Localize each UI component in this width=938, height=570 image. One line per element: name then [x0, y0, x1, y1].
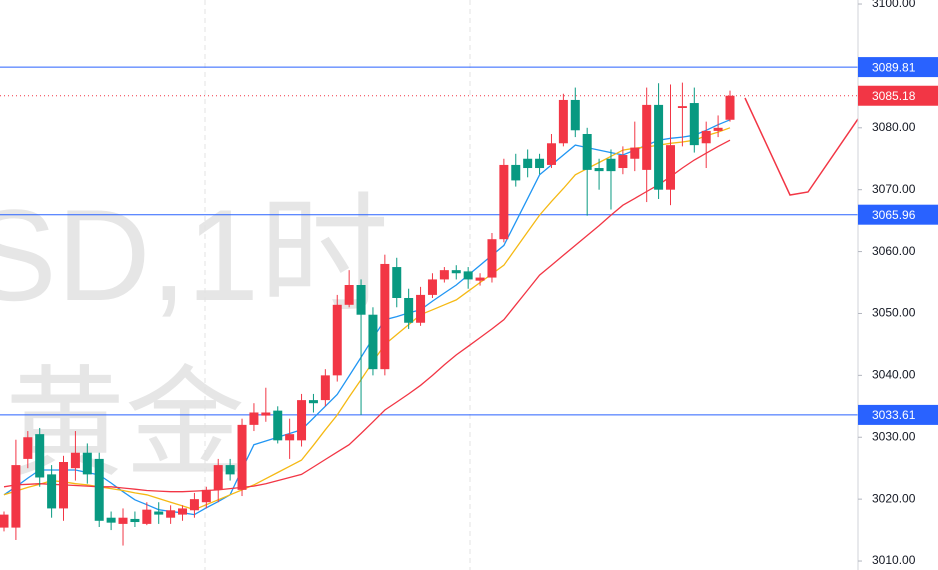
candle-body [35, 434, 45, 478]
candle-body [94, 458, 104, 521]
candle-body [106, 517, 116, 523]
price-label: 3089.81 [872, 60, 916, 74]
y-tick-label: 3050.00 [872, 306, 916, 320]
candle-body [594, 168, 604, 172]
candle-body [249, 412, 259, 425]
y-tick-label: 3100.00 [872, 0, 916, 10]
candle-body [189, 499, 199, 511]
y-tick-label: 3060.00 [872, 244, 916, 258]
candle-body [511, 164, 521, 181]
candle-body [368, 314, 378, 370]
price-label-box [858, 204, 938, 225]
candle-body [701, 130, 711, 144]
candle-body [713, 127, 723, 131]
candle-body [725, 95, 735, 120]
candle-body [261, 412, 271, 416]
price-label: 3033.61 [872, 408, 916, 422]
candle-body [499, 164, 509, 240]
price-label: 3065.96 [872, 208, 916, 222]
candle-body [237, 424, 247, 490]
candle-body [154, 511, 164, 515]
candle-body [439, 270, 449, 280]
candle-body [475, 277, 485, 281]
candle-body [308, 400, 318, 404]
candle-body [392, 267, 402, 298]
ma-line [3, 119, 731, 516]
y-tick-label: 3080.00 [872, 120, 916, 134]
candle-body [689, 103, 699, 146]
candle-body [166, 510, 176, 518]
candle-body [47, 474, 57, 509]
candle-body [130, 518, 140, 523]
candle-body [665, 145, 675, 190]
candle-body [380, 263, 390, 370]
candle-body [320, 375, 330, 401]
candle-body [23, 437, 33, 459]
candle-body [451, 270, 461, 274]
candle-body [285, 434, 295, 441]
candle-body [11, 465, 21, 528]
candle-body [178, 508, 188, 515]
candle-body [582, 133, 592, 170]
candle-body [558, 99, 568, 144]
candle-body [70, 452, 80, 469]
plot-area [0, 66, 858, 546]
candle-body [606, 158, 616, 172]
price-label: 3085.18 [872, 89, 916, 103]
y-tick-label: 3010.00 [872, 553, 916, 567]
y-tick-label: 3020.00 [872, 491, 916, 505]
candle-body [546, 143, 556, 165]
candle-body [356, 285, 366, 315]
candle-body [142, 509, 152, 524]
candle-body [225, 465, 235, 475]
candle-body [523, 158, 533, 169]
candle-body [535, 158, 545, 169]
candle-body [118, 517, 128, 524]
watermark: SD,1时 [0, 182, 389, 328]
candle-body [630, 147, 640, 159]
candle-body [618, 155, 628, 169]
y-tick-label: 3070.00 [872, 182, 916, 196]
candle-body [642, 104, 652, 170]
candle-body [677, 106, 687, 108]
price-label-box [858, 85, 938, 106]
candle-body [404, 297, 414, 323]
price-label-box [858, 57, 938, 78]
y-tick-label: 3030.00 [872, 429, 916, 443]
candle-body [0, 514, 9, 528]
candle-body [427, 279, 437, 295]
candle-body [82, 452, 92, 475]
candle-body [332, 304, 342, 376]
candle-body [570, 99, 580, 131]
price-label-box [858, 404, 938, 425]
candle-body [213, 465, 223, 490]
candle-body [487, 239, 497, 278]
candle-body [463, 271, 473, 280]
candle-body [654, 104, 664, 190]
candle-body [273, 410, 283, 441]
candle-body [297, 400, 307, 441]
candle-body [201, 489, 211, 503]
ma-line [3, 139, 731, 493]
price-axis-labels: 3100.00 3080.00 3070.00 3060.00 3050.00 3040.… [858, 0, 938, 567]
price-axis [858, 0, 938, 570]
candle-body [344, 285, 354, 305]
candle-body [416, 294, 426, 323]
forecast-arrow [744, 61, 898, 196]
candle-body [59, 462, 69, 509]
y-tick-label: 3040.00 [872, 368, 916, 382]
ma-line [3, 127, 731, 511]
